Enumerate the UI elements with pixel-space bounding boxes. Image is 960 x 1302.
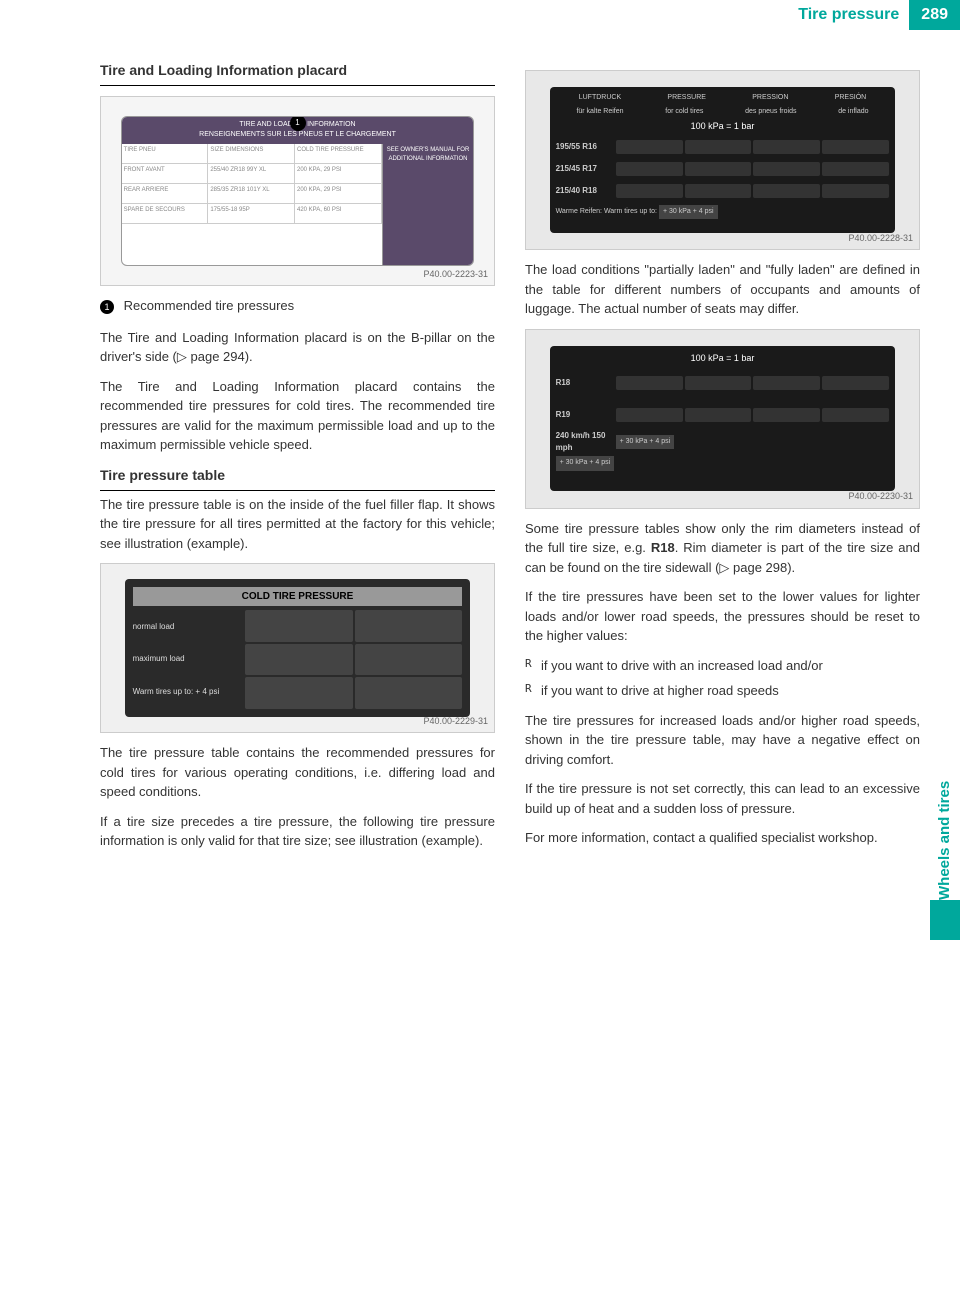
paragraph: For more information, contact a qualifie… [525, 828, 920, 848]
paragraph: If the tire pressure is not set correctl… [525, 779, 920, 818]
placard-header: 1 TIRE AND LOADING INFORMATION RENSEIGNE… [122, 117, 474, 144]
paragraph: If the tire pressures have been set to t… [525, 587, 920, 646]
left-column: Tire and Loading Information placard 1 T… [100, 60, 495, 861]
callout-number: 1 [100, 300, 114, 314]
paragraph: The tire pressures for increased loads a… [525, 711, 920, 770]
paragraph: The Tire and Loading Information placard… [100, 328, 495, 367]
callout-text: Recommended tire pressures [124, 298, 295, 313]
paragraph: The tire pressure table contains the rec… [100, 743, 495, 802]
heading-table: Tire pressure table [100, 465, 495, 491]
illustration-caption: P40.00-2228-31 [848, 232, 913, 246]
bullet-list: if you want to drive with an increased l… [525, 656, 920, 701]
cold-pressure-panel: COLD TIRE PRESSURE normal load maximum l… [125, 579, 471, 717]
side-tab-label: Wheels and tires [930, 740, 960, 900]
content-columns: Tire and Loading Information placard 1 T… [0, 60, 960, 861]
illustration-caption: P40.00-2229-31 [423, 715, 488, 729]
placard-body: TIRE PNEU SIZE DIMENSIONS COLD TIRE PRES… [122, 144, 474, 265]
luftdruck-top: LUFTDRUCK PRESSURE PRESSION PRESIÓN [556, 93, 890, 104]
paragraph: The tire pressure table is on the inside… [100, 495, 495, 554]
conversion-bar: 100 kPa = 1 bar [556, 120, 890, 134]
cold-pressure-illustration: COLD TIRE PRESSURE normal load maximum l… [100, 563, 495, 733]
luftdruck-illustration: LUFTDRUCK PRESSURE PRESSION PRESIÓN für … [525, 70, 920, 250]
placard-table: TIRE PNEU SIZE DIMENSIONS COLD TIRE PRES… [122, 144, 383, 265]
luftdruck2-panel: 100 kPa = 1 bar R18 R19 240 km/h 150 mph… [550, 346, 896, 492]
list-item: if you want to drive with an increased l… [525, 656, 920, 676]
header-title: Tire pressure [798, 0, 909, 30]
paragraph: The Tire and Loading Information placard… [100, 377, 495, 455]
paragraph: The load conditions "partially laden" an… [525, 260, 920, 319]
heading-placard: Tire and Loading Information placard [100, 60, 495, 86]
page-header: Tire pressure 289 [0, 0, 960, 30]
right-column: LUFTDRUCK PRESSURE PRESSION PRESIÓN für … [525, 60, 920, 861]
side-tab: Wheels and tires [930, 740, 960, 940]
list-item: if you want to drive at higher road spee… [525, 681, 920, 701]
cold-pressure-grid [245, 610, 462, 709]
conversion-bar: 100 kPa = 1 bar [556, 352, 890, 366]
paragraph: If a tire size precedes a tire pressure,… [100, 812, 495, 851]
placard-graphic: 1 TIRE AND LOADING INFORMATION RENSEIGNE… [121, 116, 475, 266]
luftdruck2-illustration: 100 kPa = 1 bar R18 R19 240 km/h 150 mph… [525, 329, 920, 509]
luftdruck-panel: LUFTDRUCK PRESSURE PRESSION PRESIÓN für … [550, 87, 896, 233]
callout-legend: 1 Recommended tire pressures [100, 296, 495, 316]
placard-side: SEE OWNER'S MANUAL FOR ADDITIONAL INFORM… [383, 144, 474, 265]
cold-pressure-labels: normal load maximum load Warm tires up t… [133, 610, 242, 709]
illustration-caption: P40.00-2230-31 [848, 490, 913, 504]
cold-pressure-header: COLD TIRE PRESSURE [133, 587, 463, 606]
illustration-caption: P40.00-2223-31 [423, 268, 488, 282]
paragraph: Some tire pressure tables show only the … [525, 519, 920, 578]
luftdruck-sub: für kalte Reifen for cold tires des pneu… [556, 107, 890, 118]
side-tab-block [930, 900, 960, 940]
placard-illustration: 1 TIRE AND LOADING INFORMATION RENSEIGNE… [100, 96, 495, 286]
page-number: 289 [909, 0, 960, 30]
